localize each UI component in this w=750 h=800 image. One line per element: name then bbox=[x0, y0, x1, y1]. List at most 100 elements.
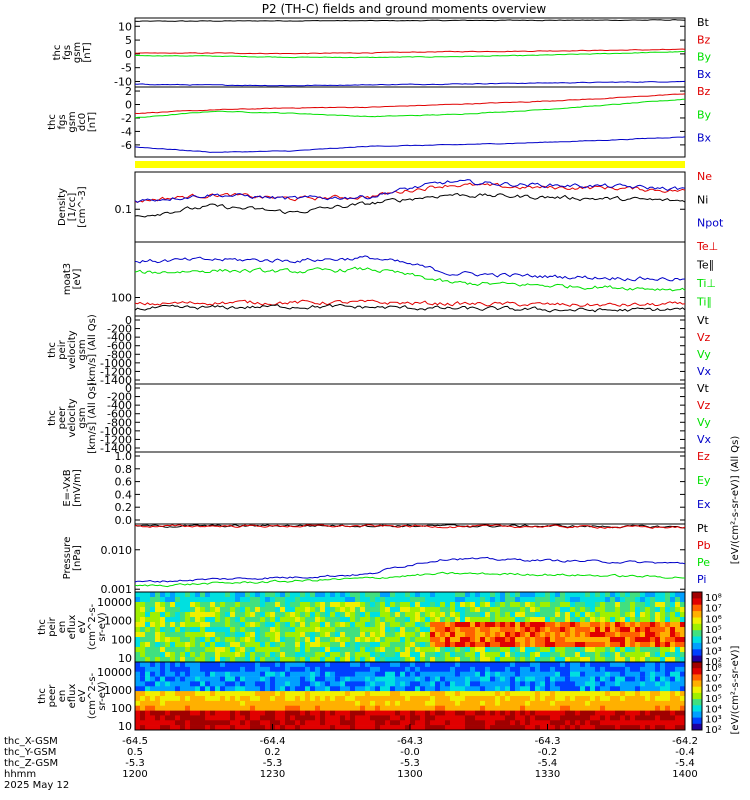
heatmap-cell bbox=[425, 696, 431, 702]
heatmap-cell bbox=[220, 666, 226, 673]
heatmap-cell bbox=[655, 652, 661, 658]
heatmap-cell bbox=[560, 622, 566, 628]
heatmap-cell bbox=[620, 627, 626, 633]
heatmap-cell bbox=[205, 696, 211, 702]
heatmap-cell bbox=[240, 657, 246, 663]
heatmap-cell bbox=[230, 612, 236, 618]
heatmap-cell bbox=[620, 725, 626, 731]
heatmap-cell bbox=[585, 622, 591, 628]
heatmap-cell bbox=[230, 676, 236, 682]
heatmap-cell bbox=[150, 647, 156, 653]
heatmap-cell bbox=[445, 691, 451, 697]
heatmap-cell bbox=[275, 720, 281, 726]
heatmap-cell bbox=[645, 715, 651, 721]
y-axis-label: eV bbox=[77, 620, 88, 633]
heatmap-cell bbox=[630, 696, 636, 702]
heatmap-cell bbox=[375, 700, 381, 707]
heatmap-cell bbox=[430, 652, 436, 658]
heatmap-cell bbox=[555, 676, 561, 682]
heatmap-cell bbox=[280, 671, 286, 677]
heatmap-cell bbox=[615, 592, 621, 598]
colorbar-segment bbox=[692, 636, 702, 644]
heatmap-cell bbox=[250, 617, 256, 623]
heatmap-cell bbox=[620, 617, 626, 623]
heatmap-cell bbox=[530, 627, 536, 633]
heatmap-cell bbox=[445, 632, 451, 638]
heatmap-cell bbox=[375, 612, 381, 618]
heatmap-cell bbox=[595, 612, 601, 618]
y-axis-label: gsm bbox=[72, 42, 83, 63]
heatmap-cell bbox=[565, 632, 571, 638]
heatmap-cell bbox=[180, 657, 186, 663]
heatmap-cell bbox=[155, 612, 161, 618]
heatmap-cell bbox=[680, 666, 686, 673]
heatmap-cell bbox=[410, 627, 416, 633]
heatmap-cell bbox=[255, 627, 261, 633]
heatmap-cell bbox=[210, 666, 216, 673]
heatmap-cell bbox=[650, 592, 656, 598]
heatmap-cell bbox=[455, 622, 461, 628]
heatmap-cell bbox=[500, 720, 506, 726]
heatmap-cell bbox=[615, 617, 621, 623]
heatmap-cell bbox=[180, 637, 186, 643]
heatmap-cell bbox=[575, 700, 581, 707]
heatmap-cell bbox=[150, 632, 156, 638]
heatmap-cell bbox=[255, 612, 261, 618]
heatmap-cell bbox=[475, 607, 481, 613]
heatmap-cell bbox=[650, 632, 656, 638]
heatmap-cell bbox=[385, 666, 391, 673]
heatmap-cell bbox=[185, 607, 191, 613]
heatmap-cell bbox=[410, 617, 416, 623]
y-tick-label: -10 bbox=[114, 75, 132, 88]
heatmap-cell bbox=[510, 676, 516, 682]
heatmap-cell bbox=[275, 657, 281, 663]
heatmap-cell bbox=[145, 617, 151, 623]
heatmap-cell bbox=[560, 720, 566, 726]
heatmap-cell bbox=[325, 696, 331, 702]
heatmap-cell bbox=[165, 657, 171, 663]
heatmap-cell bbox=[295, 622, 301, 628]
heatmap-cell bbox=[655, 710, 661, 716]
heatmap-cell bbox=[505, 647, 511, 653]
heatmap-cell bbox=[375, 592, 381, 598]
heatmap-cell bbox=[185, 700, 191, 707]
heatmap-cell bbox=[265, 657, 271, 663]
heatmap-cell bbox=[555, 657, 561, 663]
heatmap-cell bbox=[605, 705, 611, 711]
heatmap-cell bbox=[550, 647, 556, 653]
heatmap-cell bbox=[145, 710, 151, 716]
heatmap-cell bbox=[145, 637, 151, 643]
heatmap-cell bbox=[175, 676, 181, 682]
heatmap-cell bbox=[270, 700, 276, 707]
heatmap-cell bbox=[570, 627, 576, 633]
heatmap-cell bbox=[610, 715, 616, 721]
heatmap-cell bbox=[275, 705, 281, 711]
heatmap-cell bbox=[405, 705, 411, 711]
heatmap-cell bbox=[415, 710, 421, 716]
heatmap-cell bbox=[420, 632, 426, 638]
heatmap-cell bbox=[620, 686, 626, 692]
heatmap-cell bbox=[605, 607, 611, 613]
heatmap-cell bbox=[475, 662, 481, 668]
heatmap-cell bbox=[170, 725, 176, 731]
heatmap-cell bbox=[205, 700, 211, 707]
heatmap-cell bbox=[330, 700, 336, 707]
heatmap-cell bbox=[380, 671, 386, 677]
heatmap-cell bbox=[335, 700, 341, 707]
heatmap-cell bbox=[670, 657, 676, 663]
heatmap-cell bbox=[320, 705, 326, 711]
heatmap-cell bbox=[165, 696, 171, 702]
heatmap-cell bbox=[460, 632, 466, 638]
heatmap-cell bbox=[650, 691, 656, 697]
heatmap-cell bbox=[620, 632, 626, 638]
heatmap-cell bbox=[485, 691, 491, 697]
heatmap-cell bbox=[520, 671, 526, 677]
heatmap-cell bbox=[140, 647, 146, 653]
heatmap-cell bbox=[565, 715, 571, 721]
heatmap-cell bbox=[375, 637, 381, 643]
heatmap-cell bbox=[615, 715, 621, 721]
heatmap-cell bbox=[520, 666, 526, 673]
heatmap-cell bbox=[540, 622, 546, 628]
heatmap-cell bbox=[230, 632, 236, 638]
